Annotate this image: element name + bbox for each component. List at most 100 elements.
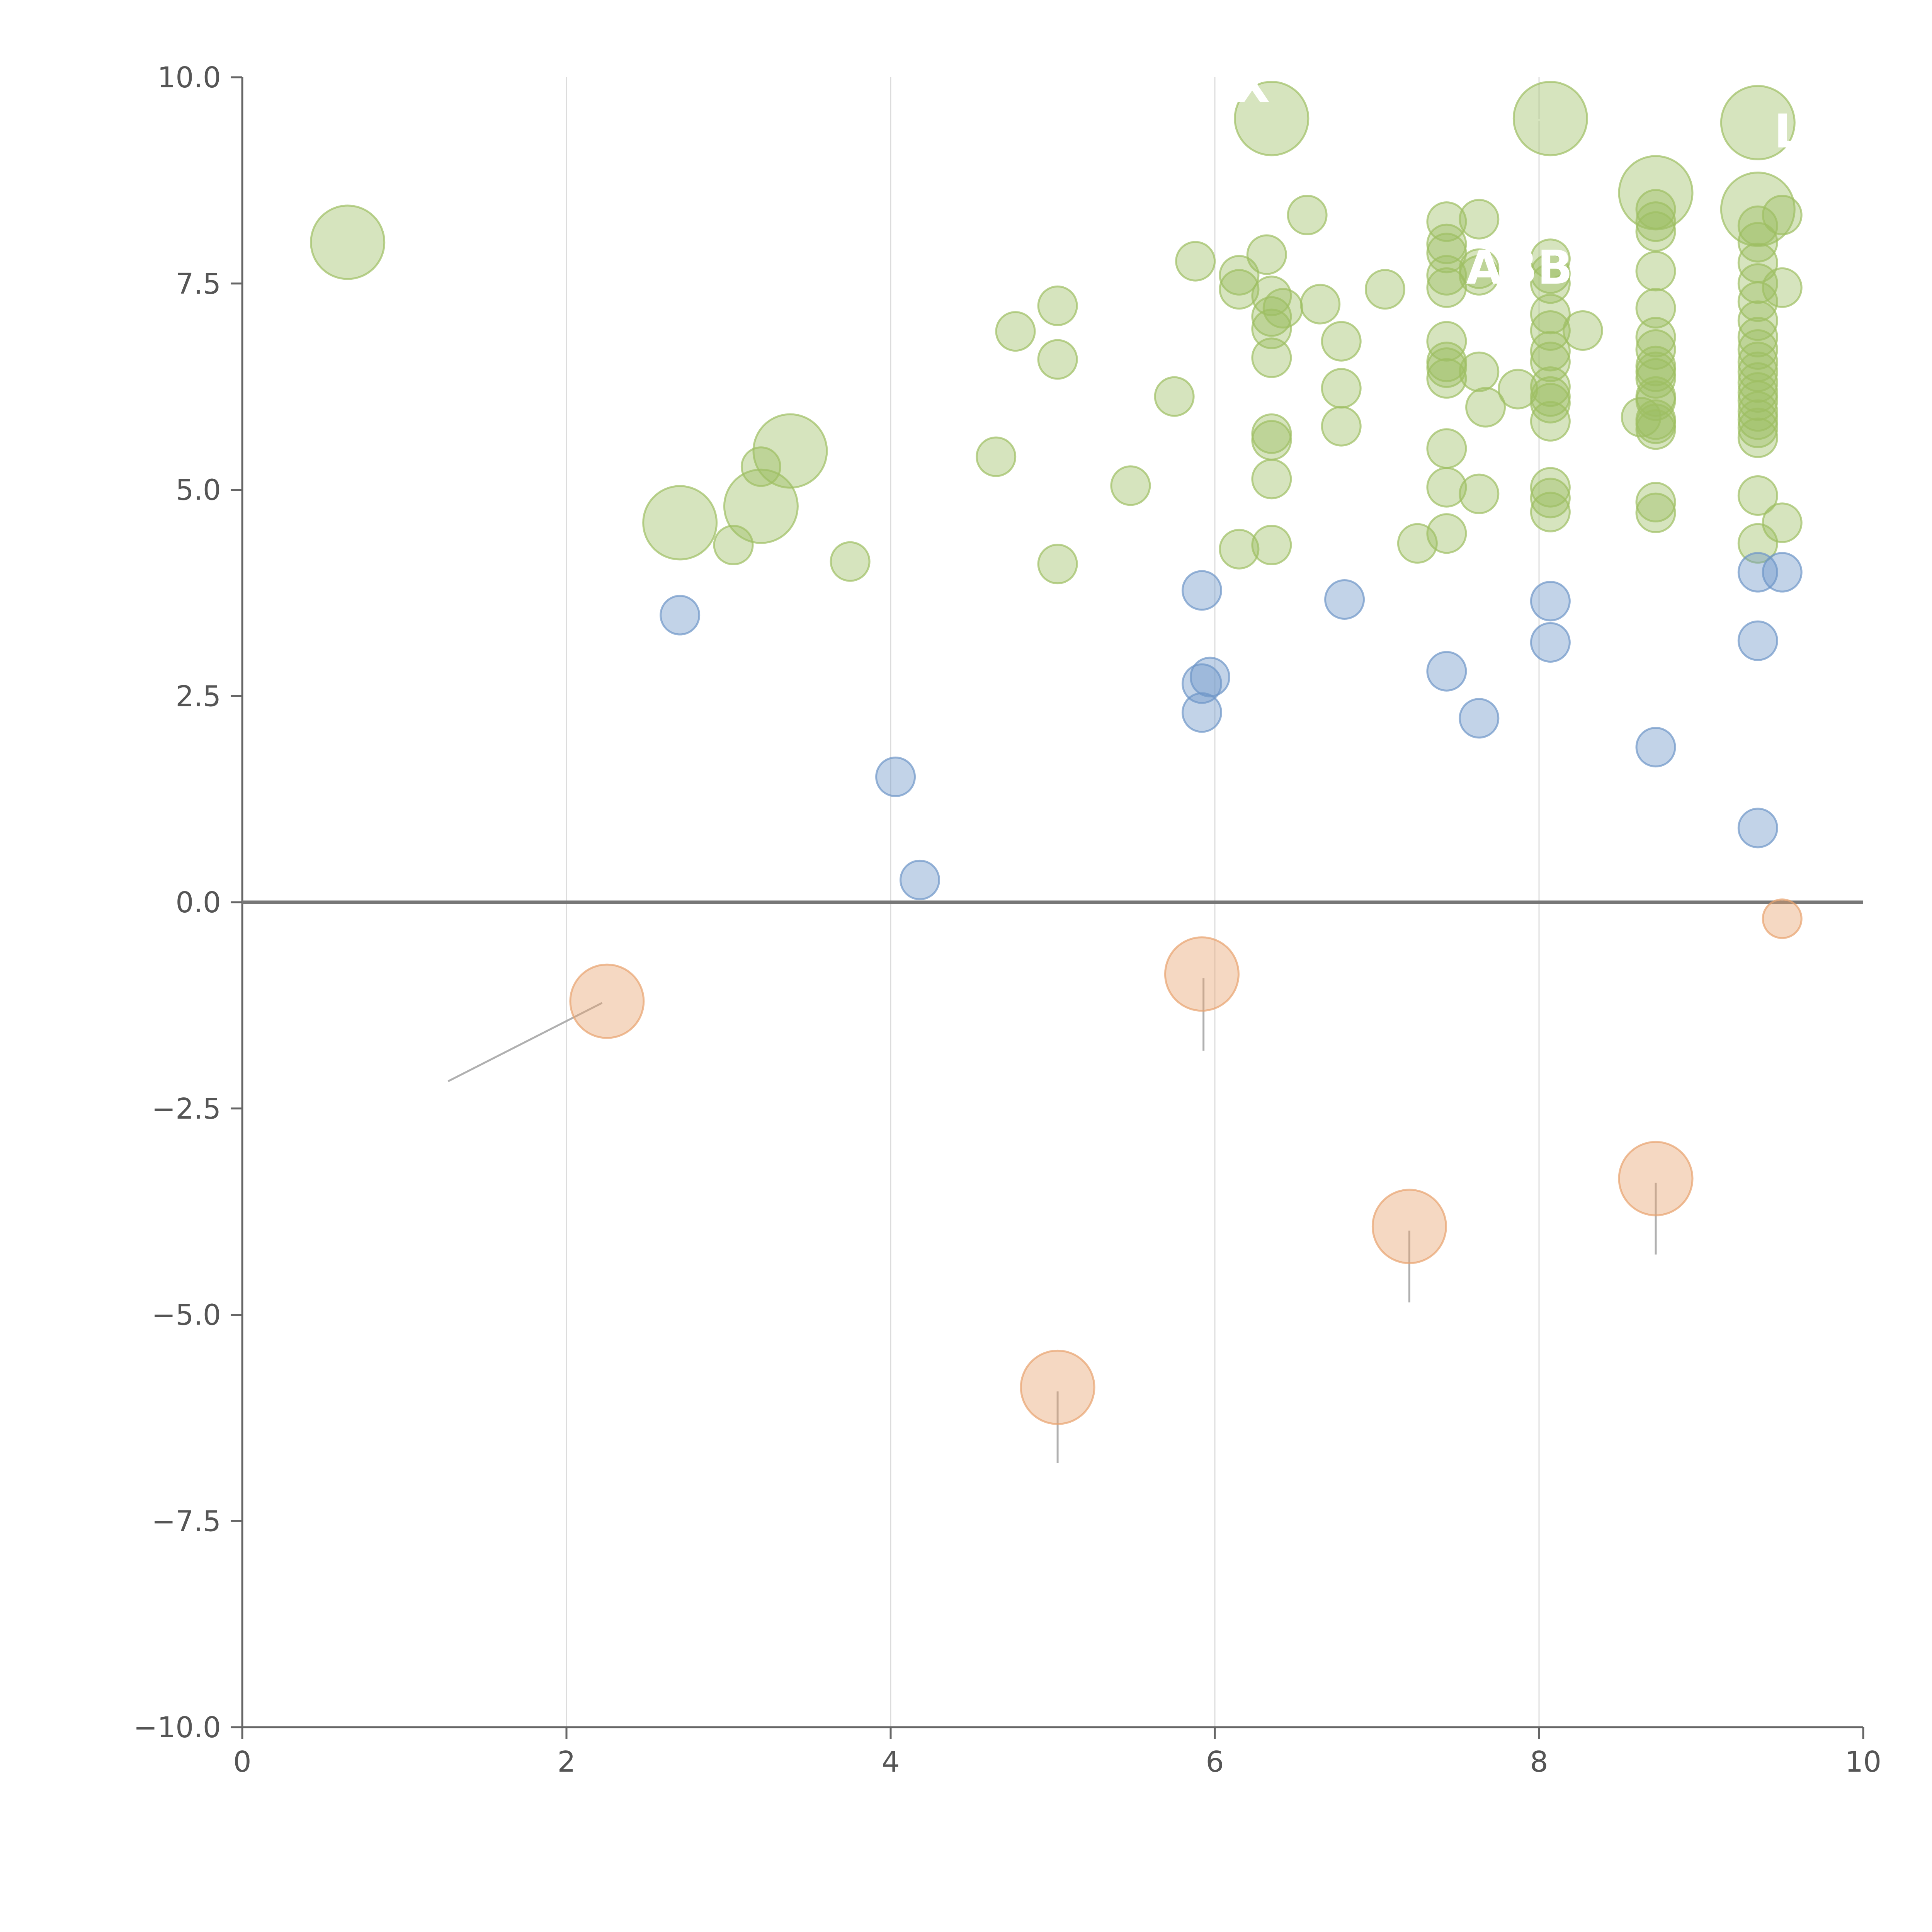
- data-point-green: [830, 541, 871, 582]
- data-point-orange: [1164, 936, 1240, 1012]
- data-point-green: [1251, 296, 1292, 337]
- data-point-green: [1426, 428, 1467, 469]
- data-point-blue: [1530, 622, 1571, 663]
- y-tick-label: −10.0: [133, 1711, 221, 1744]
- x-tick-label: 4: [881, 1745, 900, 1779]
- data-point-orange: [1762, 898, 1803, 939]
- data-point-green: [1635, 189, 1676, 230]
- data-point-green: [1321, 406, 1362, 447]
- annotation-leader-line: [1655, 177, 1710, 194]
- data-point-green: [1251, 525, 1292, 566]
- data-point-green: [1530, 263, 1571, 304]
- data-point-green: [1251, 308, 1292, 349]
- label-layer: X LP ABB: [1234, 60, 1837, 295]
- data-point-green: [1635, 251, 1676, 292]
- data-point-green: [1426, 347, 1467, 388]
- data-point-green: [1562, 310, 1603, 351]
- data-point-green: [1175, 241, 1216, 282]
- annotation-leader-line: [1733, 117, 1791, 124]
- annotation-leader-line: [1498, 267, 1572, 285]
- data-point-green: [1251, 337, 1292, 378]
- data-point-blue: [1459, 698, 1500, 739]
- annotation-leader-line: [1684, 212, 1759, 235]
- data-point-green: [1530, 383, 1571, 423]
- data-point-green: [1512, 81, 1588, 156]
- data-point-blue: [1324, 579, 1365, 620]
- data-point-green: [1287, 195, 1328, 236]
- y-tick-label: 10.0: [157, 61, 221, 94]
- data-point-green: [1426, 467, 1467, 508]
- x-tick-label: 6: [1206, 1745, 1224, 1779]
- y-tick-label: 7.5: [175, 267, 221, 301]
- data-point-green: [1737, 523, 1778, 564]
- data-point-green: [1737, 205, 1778, 246]
- data-point-green: [713, 525, 754, 566]
- data-point-green: [1737, 417, 1778, 458]
- data-point-green: [1321, 321, 1362, 362]
- data-point-green: [1635, 317, 1676, 358]
- data-point-green: [1426, 358, 1467, 399]
- data-point-green: [1737, 362, 1778, 403]
- data-point-blue: [1189, 656, 1230, 697]
- y-tick-label: −5.0: [151, 1299, 221, 1332]
- data-point-green: [1720, 85, 1796, 160]
- data-point-blue: [1530, 581, 1571, 622]
- data-point-green: [1426, 233, 1467, 274]
- y-tick-label: 2.5: [175, 680, 221, 713]
- data-point-green: [1426, 513, 1467, 554]
- data-point-green: [1251, 459, 1292, 500]
- data-point-orange: [1618, 1141, 1694, 1216]
- data-point-green: [1530, 366, 1571, 407]
- data-point-green: [1037, 285, 1078, 326]
- data-point-green: [1530, 342, 1571, 383]
- data-point-green: [740, 446, 781, 487]
- annotation-label: X: [1234, 60, 1270, 113]
- data-point-blue: [1635, 727, 1676, 768]
- data-point-green: [1762, 502, 1803, 543]
- data-point-blue: [1426, 651, 1467, 692]
- annotation-leader-line: [789, 435, 810, 446]
- data-point-green: [1426, 223, 1467, 264]
- data-point-green: [1530, 238, 1571, 279]
- data-point-blue: [1181, 663, 1222, 704]
- data-point-blue: [875, 756, 916, 797]
- data-point-green: [642, 485, 718, 561]
- data-point-blue: [1181, 570, 1222, 611]
- data-point-green: [1459, 351, 1500, 392]
- data-point-green: [1246, 234, 1287, 275]
- data-point-green: [1219, 255, 1260, 296]
- data-point-green: [1321, 368, 1362, 409]
- data-point-blue: [1181, 692, 1222, 733]
- data-point-green: [1737, 222, 1778, 263]
- data-point-green: [1459, 255, 1500, 296]
- point-layer: [310, 81, 1803, 1425]
- data-point-green: [1635, 358, 1676, 399]
- data-point-green: [1530, 467, 1571, 508]
- data-point-green: [1635, 409, 1676, 450]
- data-point-green: [1737, 475, 1778, 516]
- data-point-green: [310, 204, 386, 280]
- data-point-green: [1530, 310, 1571, 351]
- data-point-green: [1262, 288, 1303, 329]
- data-point-green: [1530, 253, 1571, 294]
- data-point-green: [1364, 269, 1405, 310]
- y-tick-label: −2.5: [151, 1092, 221, 1126]
- data-point-orange: [569, 963, 645, 1039]
- data-point-orange: [1371, 1189, 1447, 1264]
- data-point-green: [1635, 211, 1676, 252]
- data-point-green: [1251, 420, 1292, 461]
- data-point-green: [1459, 199, 1500, 240]
- data-point-green: [1762, 267, 1803, 308]
- data-point-green: [1530, 294, 1571, 335]
- annotation-label: LP: [1774, 105, 1837, 158]
- data-point-green: [1426, 267, 1467, 308]
- data-point-green: [1465, 387, 1506, 428]
- data-point-green: [1251, 276, 1292, 316]
- data-point-green: [1219, 269, 1260, 310]
- data-point-green: [1635, 288, 1676, 329]
- data-point-blue: [900, 859, 940, 900]
- data-point-green: [1037, 339, 1078, 380]
- data-point-green: [1737, 300, 1778, 341]
- data-point-green: [1530, 401, 1571, 442]
